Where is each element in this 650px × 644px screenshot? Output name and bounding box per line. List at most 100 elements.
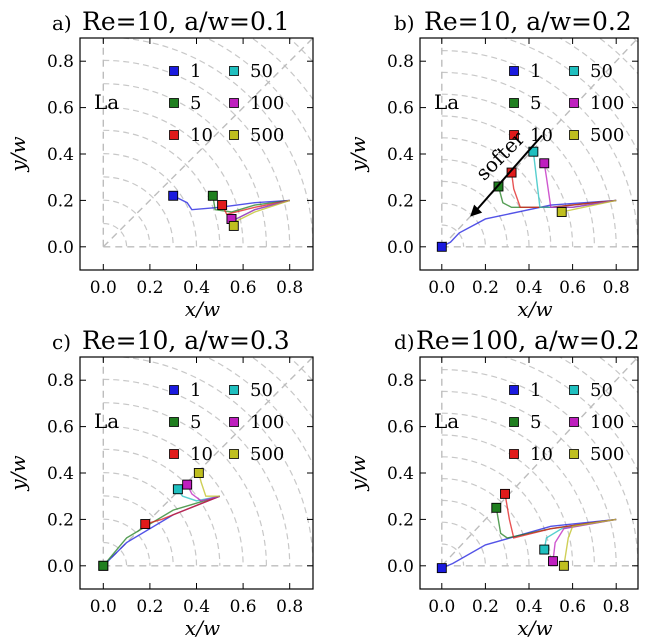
guide-arc [103, 199, 151, 247]
guide-arc [598, 357, 638, 394]
y-axis-label: y/w [6, 136, 30, 172]
x-axis-label: x/w [517, 297, 552, 321]
legend-entry-50: 50 [590, 380, 613, 401]
legend-entry-50: 50 [590, 61, 613, 82]
marker-La-10 [217, 200, 228, 210]
guide-arc [441, 202, 486, 247]
legend-entry-10: 10 [190, 444, 213, 465]
series-line-La-5 [102, 495, 221, 567]
x-tick-label: 0.6 [559, 278, 586, 298]
legend-swatch-10 [509, 449, 519, 459]
guide-arc [502, 38, 638, 154]
marker-La-500 [193, 468, 204, 478]
legend-swatch-50 [229, 66, 239, 76]
guide-arc [103, 106, 244, 247]
x-tick-label: 0.4 [183, 597, 210, 617]
y-tick-label: 0.4 [387, 145, 414, 165]
legend-swatch-100 [569, 98, 579, 108]
legend-swatch-50 [569, 385, 579, 395]
guide-arc [103, 378, 291, 566]
legend-swatch-50 [569, 66, 579, 76]
y-tick-label: 0.6 [47, 418, 74, 438]
y-tick-label: 0.0 [47, 238, 74, 258]
legend-swatch-5 [169, 417, 179, 427]
panel-title: Re=10, a/w=0.1 [82, 7, 290, 36]
y-tick-label: 0.8 [387, 52, 414, 72]
marker-La-500 [556, 207, 567, 217]
legend-swatch-1 [169, 385, 179, 395]
x-tick-label: 0.6 [230, 597, 257, 617]
legend-title: La [434, 409, 459, 433]
panel-title: Re=10, a/w=0.3 [82, 326, 290, 355]
guide-arc [502, 357, 638, 473]
x-tick-label: 0.8 [276, 597, 303, 617]
legend-entry-500: 500 [590, 444, 624, 465]
marker-La-10 [506, 167, 517, 178]
legend-entry-50: 50 [250, 61, 273, 82]
panel-2: 0.0 0.2 0.4 0.6 0.8 0.0 0.2 0.4 0.6 0.8 x/w y/w b) Re… [346, 7, 639, 321]
marker-La-10 [140, 519, 151, 529]
panel-label: d) [394, 330, 415, 354]
y-tick-label: 0.4 [387, 464, 414, 484]
guide-arc [441, 434, 574, 566]
legend-swatch-500 [569, 130, 579, 140]
legend-entry-1: 1 [190, 380, 201, 401]
annotation-arrow-shaft [474, 134, 543, 213]
guide-arc [441, 180, 508, 247]
series-line-La-1 [172, 195, 290, 211]
x-tick-label: 0.0 [428, 597, 455, 617]
annotation-arrowhead [470, 204, 483, 217]
legend-entry-1: 1 [190, 61, 201, 82]
y-tick-label: 0.6 [387, 418, 414, 438]
guide-arc [103, 129, 221, 247]
guide-arc [103, 472, 198, 566]
legend-swatch-5 [169, 98, 179, 108]
y-tick-label: 0.2 [47, 191, 74, 211]
panel-title: Re=10, a/w=0.2 [424, 7, 632, 36]
series-line-La-500 [563, 518, 617, 566]
series-line-La-10 [145, 495, 221, 525]
x-axis-label: x/w [185, 297, 220, 321]
legend-title: La [94, 409, 119, 433]
guide-arc [103, 59, 291, 247]
x-tick-label: 0.0 [90, 597, 117, 617]
x-tick-label: 0.4 [515, 597, 542, 617]
x-tick-label: 0.6 [559, 597, 586, 617]
legend-swatch-100 [229, 417, 239, 427]
marker-La-50 [539, 544, 550, 555]
y-tick-label: 0.2 [387, 191, 414, 211]
legend-entry-100: 100 [250, 412, 284, 433]
legend-swatch-1 [509, 66, 519, 76]
x-tick-label: 0.2 [472, 278, 499, 298]
guide-arc [103, 425, 244, 566]
guide-arc [441, 50, 638, 247]
annotation-label: softer [471, 126, 530, 185]
marker-La-1 [168, 190, 179, 201]
guide-arc [598, 38, 638, 75]
plot-area [441, 357, 638, 569]
y-tick-label: 0.2 [387, 510, 414, 530]
legend-entry-5: 5 [530, 93, 541, 114]
legend-swatch-1 [509, 385, 519, 395]
panel-1: 0.0 0.2 0.4 0.6 0.8 0.0 0.2 0.4 0.6 0.8 x/w y/w a) Re… [6, 7, 314, 321]
marker-La-100 [182, 479, 193, 490]
marker-La-5 [207, 190, 218, 201]
guide-diagonal [102, 38, 313, 248]
guide-arc [441, 224, 465, 247]
x-tick-label: 0.2 [136, 278, 163, 298]
guide-arc [441, 71, 617, 247]
legend-entry-100: 100 [250, 93, 284, 114]
plot-area [102, 38, 313, 248]
x-tick-label: 0.0 [428, 278, 455, 298]
guide-arc [441, 543, 465, 566]
legend-entry-100: 100 [590, 412, 624, 433]
marker-La-1 [436, 241, 447, 252]
legend-swatch-50 [229, 385, 239, 395]
guide-arc [103, 495, 174, 566]
series-line-La-10 [504, 493, 617, 539]
guide-arc [441, 390, 617, 566]
guide-arc [103, 176, 174, 247]
legend-entry-5: 5 [530, 412, 541, 433]
y-tick-label: 0.8 [387, 371, 414, 391]
series-line-La-500 [561, 199, 617, 213]
